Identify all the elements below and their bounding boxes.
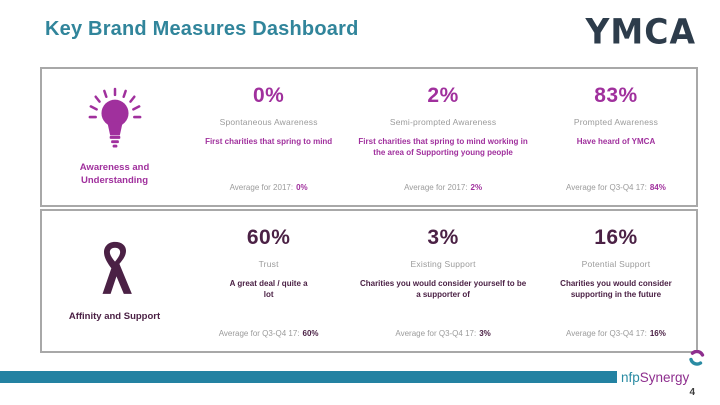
awareness-panel: Awareness and Understanding 0% Spontaneo… [40, 67, 698, 207]
average-label: Average for Q3-Q4 17: [218, 329, 300, 338]
metric-value: 60% [246, 226, 291, 249]
section-label-affinity: Affinity and Support [68, 311, 161, 323]
metric-prompted-awareness: 83% Prompted Awareness Have heard of YMC… [536, 69, 696, 205]
metric-value: 3% [427, 226, 459, 249]
synergy-logo-text: Synergy [639, 370, 690, 385]
affinity-panel: Affinity and Support 60% Trust A great d… [40, 209, 698, 353]
nfp-logo-text: nfp [621, 370, 640, 385]
metric-value: 0% [252, 84, 285, 107]
average-label: Average for 2017: [404, 183, 468, 192]
average-value: 3% [479, 329, 491, 338]
average-value: 16% [649, 329, 666, 338]
metric-name: Trust [258, 259, 279, 269]
metric-average: Average for 2017: 2% [404, 183, 482, 192]
page-number: 4 [689, 387, 695, 398]
page-title: Key Brand Measures Dashboard [45, 18, 359, 40]
description-text: First charities that spring to mind work… [358, 137, 528, 158]
description-bold-text: Supporting young people [415, 148, 513, 158]
lightbulb-icon [86, 87, 144, 156]
section-label-awareness: Awareness and Understanding [79, 162, 150, 186]
metric-name: Semi-prompted Awareness [389, 117, 497, 127]
metric-name: Potential Support [581, 259, 651, 269]
metric-description: First charities that spring to mind [205, 137, 333, 146]
metric-name: Spontaneous Awareness [219, 117, 318, 127]
metric-average: Average for Q3-Q4 17: 84% [566, 183, 666, 192]
metric-trust: 60% Trust A great deal / quite a lot Ave… [187, 211, 350, 351]
metric-description: Charities you would consider yourself to… [359, 279, 527, 300]
awareness-section-header: Awareness and Understanding [42, 69, 187, 205]
average-label: Average for Q3-Q4 17: [395, 329, 477, 338]
metric-existing-support: 3% Existing Support Charities you would … [350, 211, 536, 351]
nfpsynergy-swirl-icon [688, 349, 705, 372]
average-label: Average for Q3-Q4 17: [566, 183, 647, 192]
metric-name: Existing Support [410, 259, 476, 269]
metric-average: Average for 2017: 0% [230, 183, 308, 192]
metric-average: Average for Q3-Q4 17: 16% [566, 329, 666, 338]
footer-accent-bar [0, 371, 617, 383]
nfpsynergy-logo: nfpSynergy [621, 370, 689, 385]
metric-description: A great deal / quite a lot [229, 279, 308, 300]
average-value: 60% [302, 329, 319, 338]
average-value: 0% [296, 183, 308, 192]
metric-spontaneous-awareness: 0% Spontaneous Awareness First charities… [187, 69, 350, 205]
metric-semi-prompted-awareness: 2% Semi-prompted Awareness First chariti… [350, 69, 536, 205]
metric-average: Average for Q3-Q4 17: 3% [395, 329, 490, 338]
metric-description: First charities that spring to mind work… [358, 136, 528, 158]
awareness-ribbon-icon [93, 238, 137, 305]
metric-description: Have heard of YMCA [576, 137, 656, 146]
average-label: Average for Q3-Q4 17: [566, 329, 647, 338]
metric-value: 2% [427, 84, 459, 107]
metric-potential-support: 16% Potential Support Charities you woul… [536, 211, 696, 351]
metric-value: 83% [594, 84, 638, 107]
average-value: 2% [470, 183, 483, 192]
metric-name: Prompted Awareness [573, 117, 659, 127]
metric-description: Charities you would consider supporting … [560, 279, 672, 300]
metric-average: Average for Q3-Q4 17: 60% [219, 329, 319, 338]
metric-value: 16% [594, 226, 638, 249]
average-value: 84% [649, 183, 666, 192]
affinity-section-header: Affinity and Support [42, 211, 187, 351]
average-label: Average for 2017: [229, 183, 294, 192]
ymca-logo: YMCA [585, 11, 696, 52]
